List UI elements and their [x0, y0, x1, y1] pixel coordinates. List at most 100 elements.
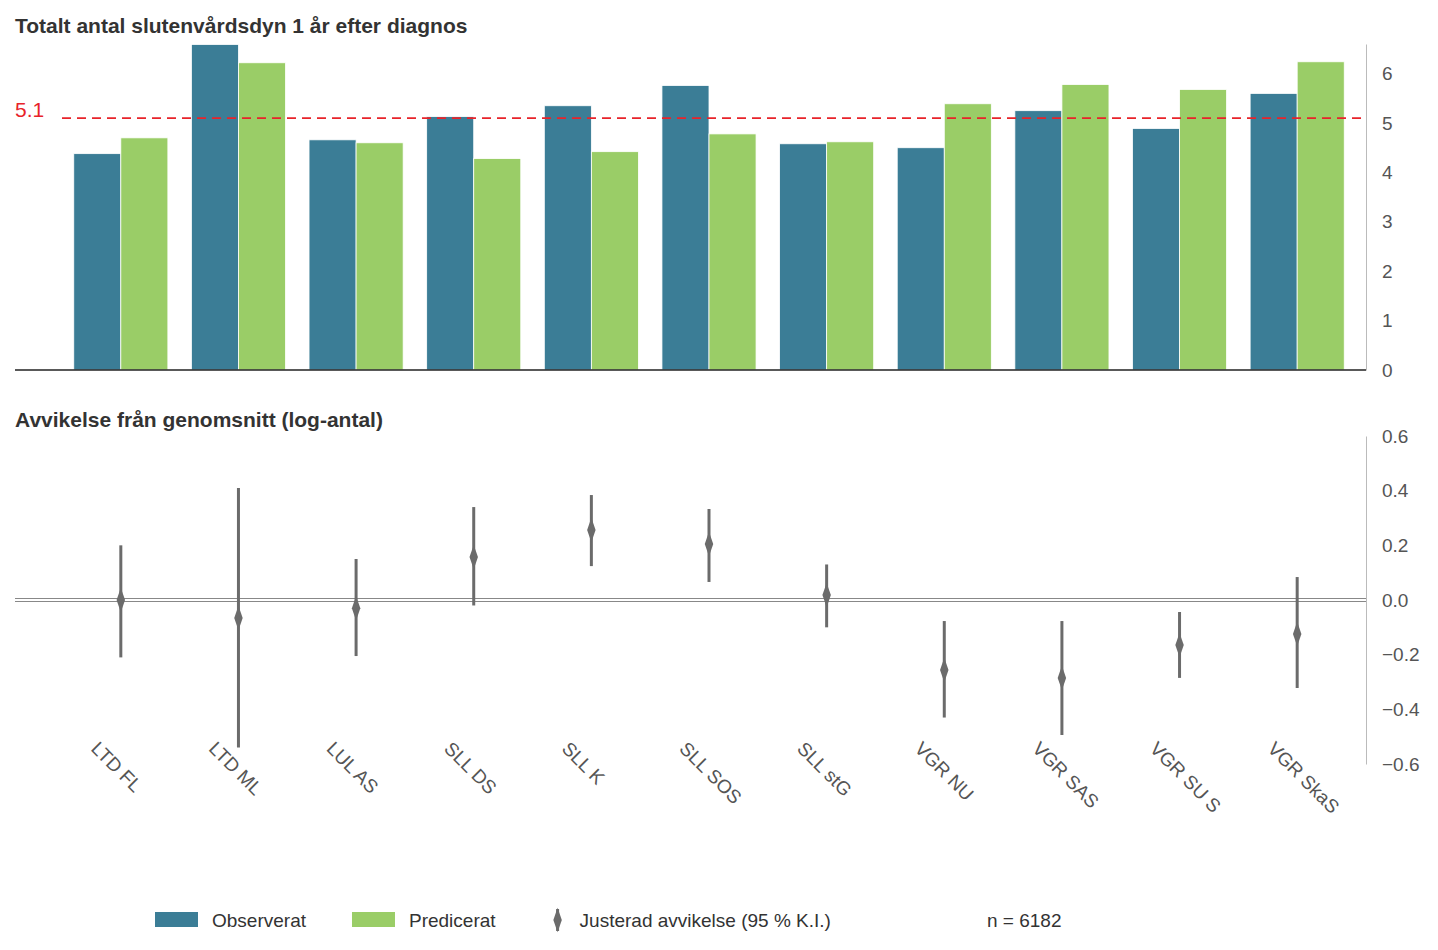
bar	[544, 106, 591, 370]
point	[940, 658, 948, 682]
y-tick-label: 1	[1382, 310, 1393, 331]
y-tick-label: 4	[1382, 162, 1393, 183]
legend-item: Observerat	[155, 910, 307, 931]
bar	[1062, 85, 1109, 370]
point	[705, 532, 713, 556]
point	[1175, 633, 1183, 657]
bar-series	[121, 62, 1344, 370]
point	[1058, 666, 1066, 690]
y-axis-line	[1366, 437, 1367, 765]
x-tick: SLL K	[558, 738, 609, 789]
bar	[897, 148, 944, 370]
x-tick-label: LTD FL	[87, 738, 146, 797]
bar	[238, 63, 285, 370]
x-tick: VGR SAS	[1028, 738, 1103, 813]
point	[117, 588, 125, 612]
y-tick: −0.6	[1366, 754, 1420, 775]
legend: Observerat Predicerat Justerad avvikelse (…	[155, 908, 1062, 932]
x-tick-label: VGR SAS	[1028, 738, 1103, 813]
bar	[427, 117, 474, 370]
y-axis: −0.6 −0.4 −0.2 0.0 0.2 0.4 0.6	[1366, 426, 1420, 775]
legend-item: Justerad avvikelse (95 % K.I.)	[553, 908, 831, 932]
x-tick: VGR SkaS	[1264, 738, 1344, 818]
bar	[74, 154, 121, 370]
y-tick: 0.0	[1366, 590, 1408, 611]
y-tick-label: 0.2	[1382, 535, 1408, 556]
bar	[827, 142, 874, 370]
y-tick-label: 2	[1382, 261, 1393, 282]
reference-label: 5.1	[15, 98, 44, 121]
x-tick: SLL stG	[793, 738, 856, 801]
legend-swatch	[553, 908, 561, 932]
bar	[780, 144, 827, 370]
y-tick: 4	[1366, 162, 1393, 183]
y-tick: −0.4	[1366, 699, 1420, 720]
bar	[591, 152, 638, 370]
y-tick: 3	[1366, 211, 1393, 232]
bar	[191, 44, 238, 370]
bar	[1015, 111, 1062, 370]
chart-root: Totalt antal slutenvårdsdyn 1 år efter d…	[0, 0, 1438, 950]
y-tick: 5	[1366, 113, 1393, 134]
point	[1293, 622, 1301, 646]
x-axis-line	[15, 369, 1366, 371]
x-tick: VGR NU	[911, 738, 978, 805]
x-tick: SLL SOS	[675, 738, 745, 808]
bar	[662, 85, 709, 370]
reference-line-stroke	[15, 598, 1366, 599]
x-tick-label: VGR NU	[911, 738, 978, 805]
x-tick: LTD ML	[205, 738, 267, 800]
y-tick: 0.6	[1366, 426, 1408, 447]
y-tick-label: 6	[1382, 63, 1393, 84]
legend-swatch	[352, 912, 395, 927]
bar	[356, 143, 403, 370]
bar	[474, 159, 521, 370]
y-tick-label: −0.2	[1382, 644, 1420, 665]
bars	[74, 44, 1344, 370]
y-tick: 1	[1366, 310, 1393, 331]
reference-line-stroke	[15, 601, 1366, 602]
x-tick: SLL DS	[440, 738, 501, 799]
y-tick-label: 0.6	[1382, 426, 1408, 447]
y-axis: 0 1 2 3 4 5 6	[1366, 45, 1393, 381]
y-tick-label: 5	[1382, 113, 1393, 134]
y-tick-label: 0	[1382, 360, 1393, 381]
bar	[709, 134, 756, 370]
error-series	[117, 488, 1302, 748]
point	[822, 583, 830, 607]
y-tick: 0	[1366, 360, 1393, 381]
bar	[309, 140, 356, 370]
y-tick-label: 0.4	[1382, 480, 1409, 501]
x-tick: VGR SU S	[1146, 738, 1225, 817]
x-tick-label: VGR SkaS	[1264, 738, 1344, 818]
y-tick-label: 0.0	[1382, 590, 1408, 611]
x-tick: LTD FL	[87, 738, 146, 797]
error-bars	[117, 488, 1302, 748]
chart-title: Totalt antal slutenvårdsdyn 1 år efter d…	[15, 14, 467, 37]
y-tick: 0.2	[1366, 535, 1408, 556]
point	[470, 545, 478, 569]
x-axis	[15, 370, 1366, 371]
y-tick-label: −0.6	[1382, 754, 1420, 775]
legend-label: Predicerat	[409, 910, 496, 931]
reference-line	[62, 117, 1366, 119]
point	[234, 606, 242, 630]
legend-item: Predicerat	[352, 910, 496, 931]
y-tick: 0.4	[1366, 480, 1409, 501]
legend-label: Justerad avvikelse (95 % K.I.)	[580, 910, 831, 931]
y-axis-line	[1366, 45, 1367, 371]
bar	[121, 138, 168, 370]
point	[587, 518, 595, 542]
y-tick: 2	[1366, 261, 1393, 282]
x-tick-label: SLL DS	[440, 738, 501, 799]
legend-label: Observerat	[212, 910, 307, 931]
bar	[1180, 89, 1227, 370]
bar	[1297, 62, 1344, 370]
x-tick: LUL AS	[323, 738, 383, 798]
y-tick: 6	[1366, 63, 1393, 84]
bar-series	[74, 44, 1297, 370]
bar	[1250, 93, 1297, 370]
annotation: n = 6182	[987, 910, 1062, 931]
x-tick-label: SLL K	[558, 738, 609, 789]
x-tick-label: VGR SU S	[1146, 738, 1225, 817]
